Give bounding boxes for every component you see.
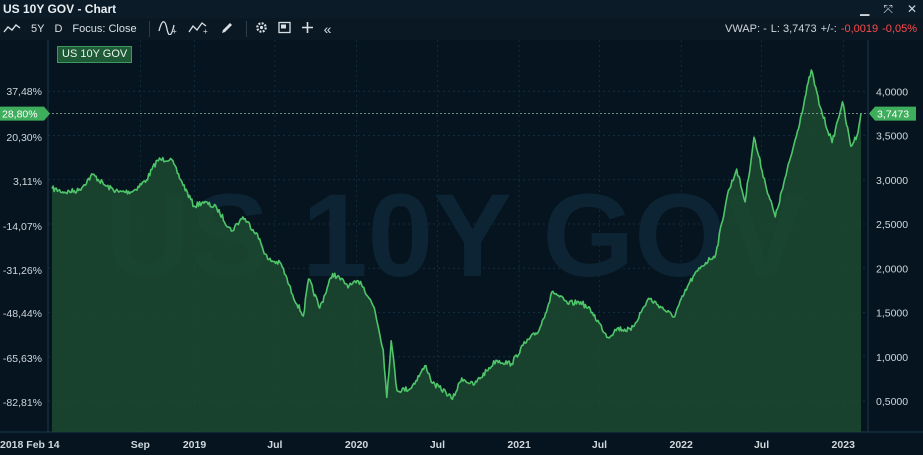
series-line <box>51 69 862 400</box>
y-right-tick-label: 0,5000 <box>876 396 908 408</box>
series-legend[interactable]: US 10Y GOV <box>57 46 133 63</box>
collapse-toolbar-button[interactable]: « <box>323 21 332 37</box>
toolbar-divider <box>245 21 247 37</box>
y-left-tick-label: -31,26% <box>3 265 42 277</box>
layout-icon[interactable] <box>277 21 291 37</box>
svg-text:+: + <box>203 27 208 35</box>
chart-toolbar: 5Y D Focus: Close + + « VWAP: - L: 3,747… <box>0 18 923 40</box>
y-left-tick-label: 20,30% <box>6 132 42 144</box>
y-right-tick-label: 3,5000 <box>876 131 908 143</box>
y-right-tick-label: 2,0000 <box>876 263 908 275</box>
y-left-tick-label: -82,81% <box>3 397 42 409</box>
series-area <box>51 69 862 432</box>
gear-icon[interactable] <box>255 21 268 37</box>
y-right-tick-label: 3,0000 <box>876 175 908 187</box>
x-tick-label: 2023 <box>832 439 856 451</box>
add-study-icon[interactable]: + <box>157 20 178 38</box>
add-compare-icon[interactable]: + <box>188 21 210 38</box>
x-tick-label: 2022 <box>669 439 693 451</box>
x-tick-label: 2018 Feb 14 <box>0 439 60 451</box>
y-left-tick-label: 37,48% <box>6 86 42 98</box>
toolbar-divider <box>148 21 150 37</box>
minimize-icon[interactable]: ▁ <box>860 2 870 16</box>
x-tick-label: Jul <box>267 439 282 451</box>
change-label: +/-: <box>820 23 837 35</box>
change-value: -0,0019 <box>840 23 879 35</box>
window-titlebar: US 10Y GOV - Chart ▁ ⤧ ✕ <box>0 0 923 18</box>
y-right-tick-label: 2,5000 <box>876 219 908 231</box>
chart-type-icon[interactable] <box>3 22 21 37</box>
current-value-label: 3,7473 <box>877 109 909 121</box>
y-left-tick-label: 3,11% <box>13 176 42 188</box>
x-tick-label: Jul <box>592 439 607 451</box>
quote-summary: VWAP: - L: 3,7473 +/-: -0,0019 -0,05% <box>725 18 917 40</box>
x-tick-label: 2019 <box>183 439 207 451</box>
interval-selector[interactable]: D <box>54 23 63 35</box>
series-fill <box>52 70 861 432</box>
change-percent: -0,05% <box>882 23 917 35</box>
right-axis[interactable]: 4,0000 3,5000 3,0000 2,5000 2,0000 1,5000 1,00… <box>876 86 908 408</box>
last-value: L: 3,7473 <box>770 23 817 35</box>
window-controls: ▁ ⤧ ✕ <box>860 2 917 17</box>
window-title: US 10Y GOV - Chart <box>3 2 117 16</box>
x-tick-label: 2021 <box>507 439 531 451</box>
close-icon[interactable]: ✕ <box>906 2 917 16</box>
x-tick-label: 2020 <box>345 439 369 451</box>
svg-text:+: + <box>172 27 177 35</box>
x-tick-label: Sep <box>131 439 150 451</box>
time-axis[interactable]: 2018 Feb 14 Sep 2019 Jul 2020 Jul 2021 Jul 2022 J… <box>0 439 855 451</box>
y-right-tick-label: 1,0000 <box>876 352 908 364</box>
x-tick-label: Jul <box>754 439 769 451</box>
price-chart[interactable]: US 10Y GOV 37,48% 20,30% 3,11% -14,07% -31,2… <box>0 40 923 455</box>
current-value-tag <box>869 106 916 121</box>
crosshair-icon[interactable] <box>301 21 314 37</box>
unlink-icon[interactable]: ⤧ <box>883 2 893 16</box>
x-tick-label: Jul <box>430 439 445 451</box>
current-pct-label: 28,80% <box>2 109 38 121</box>
current-pct-tag <box>0 106 50 121</box>
y-left-tick-label: -65,63% <box>3 353 42 365</box>
focus-selector[interactable]: Focus: Close <box>72 23 137 35</box>
period-selector[interactable]: 5Y <box>31 23 45 35</box>
y-right-tick-label: 1,5000 <box>876 308 908 320</box>
y-right-tick-label: 4,0000 <box>876 86 908 98</box>
y-left-tick-label: -48,44% <box>3 308 42 320</box>
y-left-tick-label: -14,07% <box>3 221 42 233</box>
pencil-icon[interactable] <box>220 21 234 38</box>
vwap-value: VWAP: - <box>724 23 767 35</box>
current-value-tags: 28,80% 3,7473 <box>0 106 916 121</box>
left-axis: 37,48% 20,30% 3,11% -14,07% -31,26% -48,44% -6… <box>3 86 42 409</box>
